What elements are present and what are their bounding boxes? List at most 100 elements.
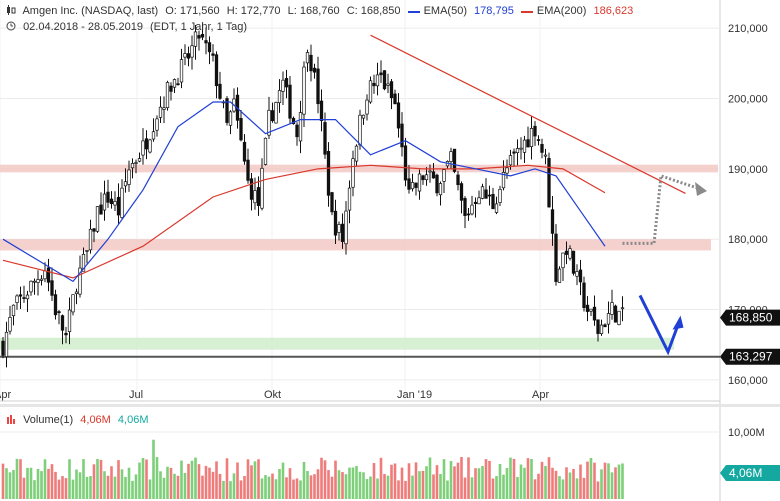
candle-body xyxy=(540,143,544,153)
candle-body xyxy=(466,213,471,216)
volume-bar xyxy=(425,466,428,499)
volume-bar xyxy=(124,476,127,499)
candle-body xyxy=(435,174,439,194)
volume-bar xyxy=(113,476,117,499)
candle-body xyxy=(18,294,23,297)
volume-bar xyxy=(512,458,516,499)
volume-bar xyxy=(337,470,341,499)
candle-body xyxy=(74,291,79,295)
candle-body xyxy=(340,223,345,242)
candle-body xyxy=(263,137,268,165)
candle-body xyxy=(428,170,432,173)
volume-bar xyxy=(572,469,575,499)
volume-bar xyxy=(379,457,383,499)
candle-body xyxy=(277,90,282,104)
volume-bar xyxy=(246,459,250,499)
y-tick-label: 190,000 xyxy=(728,164,768,176)
candle-body xyxy=(505,167,509,174)
candle-body xyxy=(309,54,313,72)
volume-bar xyxy=(201,475,204,499)
candle-body xyxy=(585,304,590,312)
candle-body xyxy=(162,107,166,110)
candle-body xyxy=(270,110,275,122)
volume-bar xyxy=(22,477,26,499)
candle-body xyxy=(431,171,436,179)
volume-bar xyxy=(54,471,57,499)
candle-body xyxy=(365,99,369,115)
volume-bar xyxy=(582,477,586,499)
candle-body xyxy=(141,140,145,156)
volume-bar xyxy=(351,467,355,499)
volume-bar xyxy=(257,459,260,499)
candle-body xyxy=(57,311,61,314)
volume-bar xyxy=(439,473,442,499)
volume-bar xyxy=(134,474,138,499)
candle-body xyxy=(351,158,355,188)
volume-bar xyxy=(183,472,187,499)
candle-body xyxy=(148,139,152,153)
candle-body xyxy=(78,267,82,295)
volume-bar xyxy=(449,461,453,499)
volume-bar xyxy=(43,459,47,499)
y-tick-label: 210,000 xyxy=(728,23,768,35)
volume-bar xyxy=(82,459,85,499)
volume-bar xyxy=(484,459,488,499)
volume-bar xyxy=(621,463,624,499)
volume-bar xyxy=(208,467,211,499)
ema200-label: EMA(200) xyxy=(536,5,587,18)
volume-bar xyxy=(64,478,68,499)
volume-bar xyxy=(260,478,264,499)
volume-bar xyxy=(456,462,460,499)
volume-bar xyxy=(250,465,253,499)
candle-body xyxy=(67,309,72,332)
support-band xyxy=(0,239,711,251)
volume-bar xyxy=(120,469,124,499)
volume-bar xyxy=(145,459,148,499)
volume-bar xyxy=(589,457,593,499)
volume-bar xyxy=(288,468,292,499)
volume-bar xyxy=(523,467,526,499)
candle-body xyxy=(179,59,184,83)
volume-bar xyxy=(593,462,596,499)
volume-value-2: 4,06M xyxy=(117,414,149,427)
volume-bar xyxy=(176,475,180,499)
candle-body xyxy=(228,111,233,126)
volume-bar xyxy=(460,457,463,499)
candle-body xyxy=(298,112,303,142)
candle-body xyxy=(382,70,387,90)
candle-body xyxy=(456,174,460,186)
volume-bar xyxy=(365,479,369,499)
candle-body xyxy=(260,167,264,209)
candle-body xyxy=(613,305,618,323)
volume-bar xyxy=(281,462,285,499)
candle-body xyxy=(333,210,338,236)
volume-bar xyxy=(596,481,600,499)
candle-body xyxy=(172,79,177,88)
volume-bar xyxy=(152,439,155,499)
candle-body xyxy=(361,114,366,119)
candle-body xyxy=(46,267,51,283)
candle-body xyxy=(8,317,12,332)
candle-body xyxy=(88,228,93,251)
volume-bar xyxy=(453,466,456,499)
volume-bar xyxy=(306,471,309,499)
y-tick-label: 200,000 xyxy=(728,93,768,105)
volume-bar xyxy=(166,466,169,499)
candle-body xyxy=(151,131,156,140)
volume-bar xyxy=(36,468,40,499)
trendline xyxy=(370,34,686,195)
open-value: O: 171,560 xyxy=(165,5,220,18)
volume-bar xyxy=(418,471,421,499)
volume-bar xyxy=(383,473,386,499)
volume-bar xyxy=(344,474,348,499)
candle-body xyxy=(116,196,121,216)
volume-bar xyxy=(29,467,33,499)
volume-bar xyxy=(540,461,544,499)
candle-body xyxy=(274,102,278,124)
last-price-tag-bg xyxy=(720,309,780,326)
candle-body xyxy=(113,201,117,206)
volume-bar xyxy=(537,473,540,499)
volume-bar xyxy=(12,470,15,499)
volume-bar xyxy=(61,476,64,499)
